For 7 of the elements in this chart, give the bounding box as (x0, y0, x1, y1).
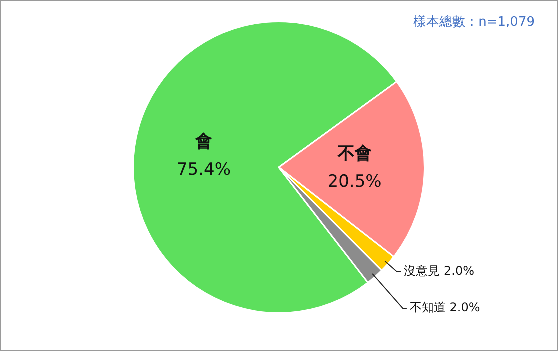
slice-label: 沒意見 2.0% (404, 264, 474, 278)
data-label: 75.4% (176, 160, 231, 180)
text: 樣本總數：n=1,079 (414, 14, 535, 31)
slice-label: 不知道 2.0% (410, 300, 480, 315)
slice-label: 不會 (336, 144, 372, 164)
data-label: 20.5% (328, 172, 382, 192)
slice-label: 會 (194, 132, 212, 152)
